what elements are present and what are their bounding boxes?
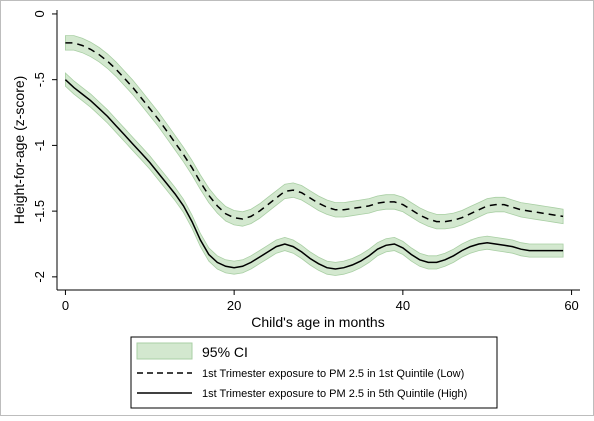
y-tick-label: -1 bbox=[32, 140, 47, 152]
x-tick-label: 0 bbox=[62, 298, 69, 313]
legend-label-ci: 95% CI bbox=[202, 344, 248, 360]
legend-label-high: 1st Trimester exposure to PM 2.5 in 5th … bbox=[202, 388, 467, 400]
ci-band-series-2 bbox=[65, 72, 564, 276]
plot-area bbox=[64, 35, 564, 276]
y-axis-label: Height-for-age (z-score) bbox=[11, 76, 27, 225]
x-tick-label: 40 bbox=[396, 298, 410, 313]
series-line-2 bbox=[64, 79, 564, 270]
y-tick-label: -.5 bbox=[32, 72, 47, 87]
y-tick-label: 0 bbox=[32, 10, 47, 17]
legend-swatch-ci bbox=[136, 342, 193, 360]
x-tick-label: 60 bbox=[564, 298, 578, 313]
ci-band-series-1 bbox=[65, 35, 564, 230]
y-tick-label: -1.5 bbox=[32, 200, 47, 222]
series-line-1 bbox=[65, 42, 564, 223]
y-axis-ticks: 0 -.5 -1 -1.5 -2 bbox=[32, 10, 57, 283]
x-axis-label: Child's age in months bbox=[251, 314, 384, 330]
y-tick-label: -2 bbox=[32, 271, 47, 283]
x-tick-label: 20 bbox=[227, 298, 241, 313]
legend: 95% CI 1st Trimester exposure to PM 2.5 … bbox=[130, 336, 498, 409]
legend-label-low: 1st Trimester exposure to PM 2.5 in 1st … bbox=[202, 368, 464, 380]
x-axis-ticks: 0 20 40 60 bbox=[62, 290, 579, 313]
